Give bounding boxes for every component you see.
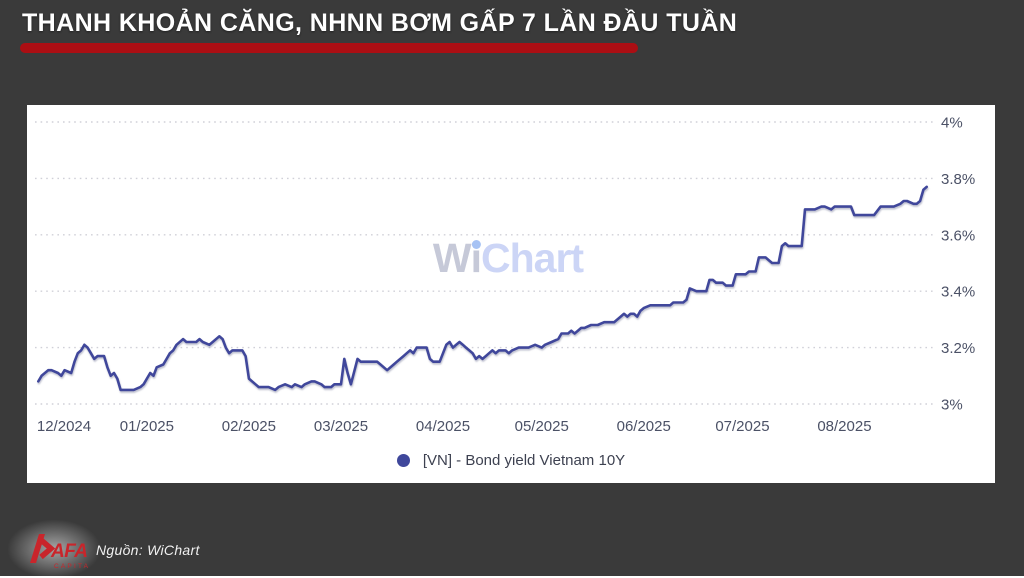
watermark-i: i [470,235,482,281]
series-line [37,185,928,392]
logo-text: AFA [50,541,88,562]
y-tick-label: 3.6% [941,227,975,244]
x-tick-label: 06/2025 [617,418,671,435]
x-tick-label: 03/2025 [314,418,368,435]
page-title: THANH KHOẢN CĂNG, NHNN BƠM GẤP 7 LẦN ĐẦU… [22,9,738,37]
legend-dot-icon [396,454,410,467]
y-tick-label: 3% [941,397,963,414]
title-underline [20,43,638,53]
logo-subtext: CAPITAL [54,563,90,570]
afa-logo-icon: AFA CAPITAL [30,534,90,570]
gridlines [35,121,933,405]
series-lines [37,185,928,392]
axis-labels: 3% 3.2% 3.4% 3.6% 3.8% 4% 12/2024 01/2025 02/202… [37,115,975,436]
y-tick-label: 3.8% [941,171,975,188]
y-tick-label: 3.2% [941,340,975,357]
x-tick-label: 04/2025 [416,418,470,435]
y-tick-label: 3.4% [941,284,975,301]
bond-yield-line-chart: 3% 3.2% 3.4% 3.6% 3.8% 4% 12/2024 01/2025 02/202… [35,115,975,436]
watermark-i-dot-icon [471,240,481,249]
x-tick-label: 01/2025 [120,418,174,435]
watermark-chart: Chart [481,235,584,281]
chart-panel: Wi Chart 3% 3.2% 3.4% 3.6% 3.8% 4% 12/2024 01/20… [27,105,995,483]
legend-label: [VN] - Bond yield Vietnam 10Y [422,452,626,469]
watermark-w: W [432,235,472,281]
x-tick-label: 08/2025 [817,418,871,435]
x-tick-label: 12/2024 [37,418,91,435]
y-tick-label: 4% [941,115,963,132]
afa-capital-logo: AFA CAPITAL [8,520,100,578]
legend: [VN] - Bond yield Vietnam 10Y [27,452,995,469]
source-text: Nguồn: WiChart [96,542,200,558]
x-tick-label: 02/2025 [222,418,276,435]
x-tick-label: 05/2025 [515,418,569,435]
x-tick-label: 07/2025 [715,418,769,435]
wichart-watermark: Wi Chart [432,235,584,282]
